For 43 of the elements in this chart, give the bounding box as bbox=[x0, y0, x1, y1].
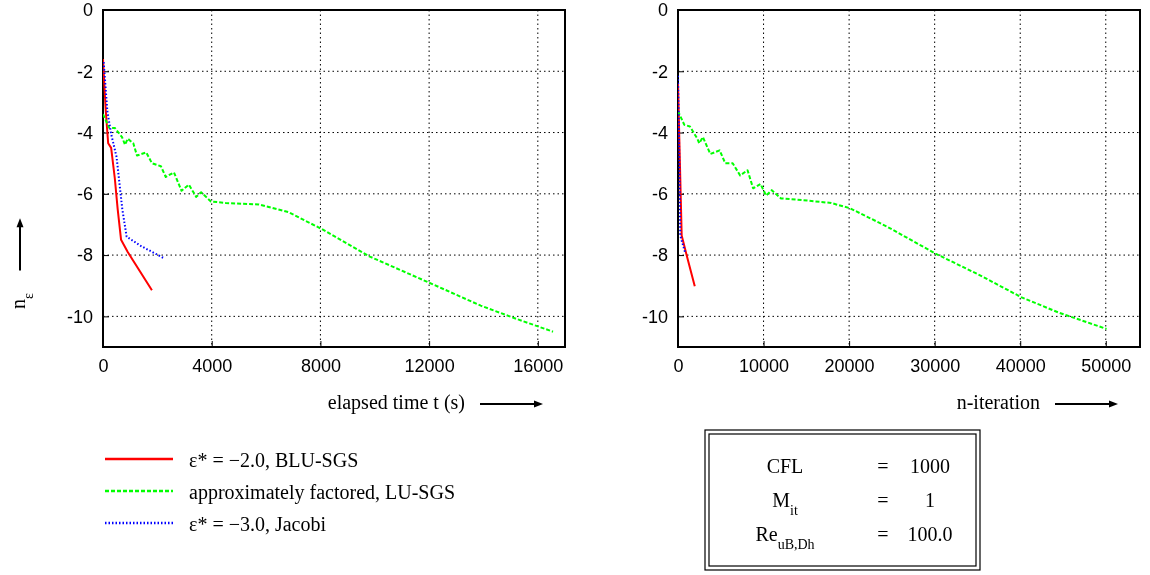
text: Re$_{uB,Dh}$ bbox=[755, 523, 815, 552]
y-tick-label: -8 bbox=[76, 245, 93, 266]
y-tick-label: 0 bbox=[82, 0, 93, 21]
y-tick-label: -4 bbox=[651, 122, 668, 143]
legend-label: approximately factored, LU-SGS bbox=[189, 481, 456, 504]
text: 100.0 bbox=[907, 523, 953, 545]
text: 1000 bbox=[910, 455, 950, 477]
text: CFL bbox=[766, 455, 804, 477]
x-axis-title: elapsed time t (s) bbox=[327, 391, 465, 414]
x-tick-label: 16000 bbox=[513, 355, 564, 376]
x-tick-label: 12000 bbox=[404, 355, 455, 376]
y-tick-label: -2 bbox=[651, 61, 668, 82]
x-tick-label: 50000 bbox=[1081, 355, 1132, 376]
x-tick-label: 40000 bbox=[995, 355, 1046, 376]
line-series bbox=[103, 113, 555, 333]
text: M$_{it}$ bbox=[772, 489, 798, 518]
line-series bbox=[678, 110, 1108, 330]
y-tick-label: -6 bbox=[651, 184, 668, 205]
x-tick-label: 4000 bbox=[192, 355, 233, 376]
y-tick-label: -10 bbox=[641, 306, 668, 327]
line-series bbox=[103, 58, 153, 292]
x-tick-label: 20000 bbox=[824, 355, 875, 376]
x-tick-label: 0 bbox=[98, 355, 109, 376]
text: = bbox=[877, 455, 889, 477]
line-series bbox=[678, 82, 696, 288]
x-tick-label: 10000 bbox=[739, 355, 790, 376]
y-tick-label: -6 bbox=[76, 184, 93, 205]
legend-label: ε* = −2.0, BLU-SGS bbox=[189, 449, 359, 471]
x-tick-label: 30000 bbox=[910, 355, 961, 376]
y-tick-label: -10 bbox=[66, 306, 93, 327]
text: = bbox=[877, 523, 889, 545]
line-series bbox=[103, 61, 165, 260]
y-tick-label: -2 bbox=[76, 61, 93, 82]
text: 1 bbox=[925, 489, 935, 511]
x-tick-label: 8000 bbox=[300, 355, 341, 376]
y-tick-label: 0 bbox=[657, 0, 668, 21]
y-tick-label: -8 bbox=[651, 245, 668, 266]
y-tick-label: -4 bbox=[76, 122, 93, 143]
x-axis-title: n-iteration bbox=[956, 391, 1040, 413]
legend-label: ε* = −3.0, Jacobi bbox=[189, 513, 327, 535]
text: = bbox=[877, 489, 889, 511]
line-series bbox=[678, 74, 687, 255]
x-tick-label: 0 bbox=[673, 355, 684, 376]
